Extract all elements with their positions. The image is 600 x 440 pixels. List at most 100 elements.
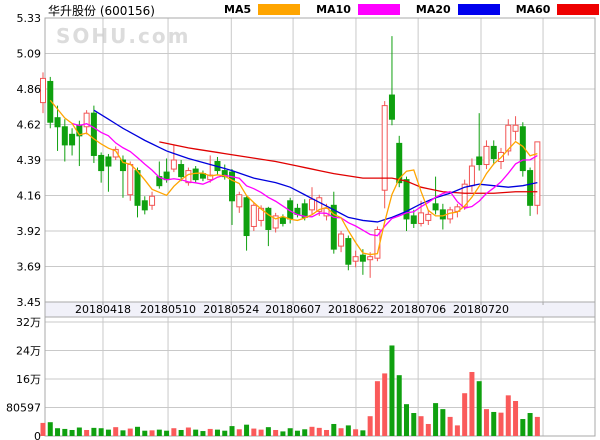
candle-body <box>112 148 119 158</box>
volume-bar <box>367 416 373 436</box>
volume-bar <box>513 400 519 436</box>
volume-bar <box>236 429 242 436</box>
volume-bar <box>440 409 446 436</box>
volume-bar <box>258 429 264 436</box>
volume-bar <box>454 425 460 436</box>
volume-bar <box>382 373 388 436</box>
stock-title: 华升股份 (600156) <box>48 4 155 18</box>
candle-body <box>243 197 250 237</box>
volume-bar <box>222 430 228 436</box>
candle-body <box>396 142 403 184</box>
volume-bar <box>491 411 497 436</box>
legend-item-ma10: MA10 <box>316 3 400 16</box>
volume-bar <box>418 416 424 436</box>
ma60-label: MA60 <box>515 3 551 16</box>
candle-body <box>534 141 541 206</box>
volume-bar <box>76 427 82 436</box>
candle-body <box>367 256 374 261</box>
date-label: 20180510 <box>140 303 196 316</box>
candle-body <box>468 165 475 187</box>
candle-body <box>527 170 534 206</box>
candle-body <box>149 195 156 206</box>
candle-body <box>127 164 134 196</box>
volume-bar <box>156 429 162 436</box>
volume-bar <box>389 345 395 436</box>
volume-bar <box>462 393 468 436</box>
volume-bar <box>374 381 380 436</box>
volume-bar <box>55 428 61 436</box>
price-tick-label: 3.69 <box>17 261 42 274</box>
candle-body <box>505 124 512 152</box>
candle-body <box>229 171 236 202</box>
volume-bar <box>498 412 504 436</box>
volume-bar <box>251 428 257 436</box>
candle-body <box>54 117 61 128</box>
legend-item-ma5: MA5 <box>224 3 301 16</box>
date-label: 20180720 <box>453 303 509 316</box>
candle-body <box>418 212 425 224</box>
volume-bar <box>91 427 97 436</box>
volume-bar <box>273 429 279 436</box>
ma20-swatch <box>457 4 500 15</box>
candle-body <box>272 215 279 229</box>
candle-body <box>323 207 330 217</box>
volume-bar <box>62 428 68 436</box>
candle-body <box>141 200 148 211</box>
volume-bar <box>207 428 213 436</box>
date-label: 20180418 <box>75 303 131 316</box>
date-strip <box>45 302 595 317</box>
candle-body <box>512 124 519 132</box>
candle-body <box>476 156 483 166</box>
volume-bar <box>520 419 526 436</box>
candle-body <box>352 256 359 262</box>
volume-bar <box>505 395 511 436</box>
volume-bar <box>98 428 104 436</box>
candle-body <box>381 105 388 191</box>
volume-tick-label: 80597 <box>6 402 41 415</box>
legend-item-ma60: MA60 <box>516 3 600 16</box>
volume-tick-label: 24万 <box>16 345 41 358</box>
volume-bar <box>105 429 111 436</box>
volume-bar <box>113 427 119 436</box>
ma5-swatch <box>258 4 301 15</box>
candle-body <box>432 203 439 211</box>
candle-body <box>359 254 366 262</box>
volume-bar <box>120 430 126 436</box>
volume-bar <box>411 413 417 436</box>
price-tick-label: 3.92 <box>17 225 42 238</box>
candle-body <box>250 204 257 227</box>
candle-body <box>163 171 170 181</box>
price-tick-label: 4.16 <box>17 190 42 203</box>
volume-bar <box>127 428 133 436</box>
volume-bar <box>193 429 199 436</box>
volume-bar <box>425 423 431 436</box>
date-label: 20180706 <box>390 303 446 316</box>
date-label: 20180607 <box>265 303 321 316</box>
candle-body <box>119 159 126 172</box>
volume-bar <box>476 381 482 436</box>
volume-bar <box>396 375 402 436</box>
candle-body <box>83 112 90 128</box>
volume-bar <box>171 428 177 436</box>
price-tick-label: 5.09 <box>17 48 42 61</box>
volume-bar <box>40 422 46 436</box>
ma5-line <box>49 99 538 256</box>
volume-bar <box>229 426 235 436</box>
candle-body <box>279 216 286 224</box>
candle-body <box>90 112 97 156</box>
candle-body <box>265 207 272 230</box>
ma10-label: MA10 <box>316 3 351 16</box>
volume-bar <box>84 429 90 436</box>
candle-body <box>98 154 105 172</box>
price-tick-label: 5.33 <box>17 12 42 25</box>
ma20-line <box>93 109 538 223</box>
volume-bar <box>483 409 489 436</box>
volume-bar <box>149 430 155 436</box>
candle-body <box>192 168 199 181</box>
volume-bar <box>309 426 315 436</box>
date-label: 20180622 <box>328 303 384 316</box>
volume-bar <box>178 429 184 436</box>
candle-body <box>461 183 468 208</box>
ma20-label: MA20 <box>415 3 451 16</box>
